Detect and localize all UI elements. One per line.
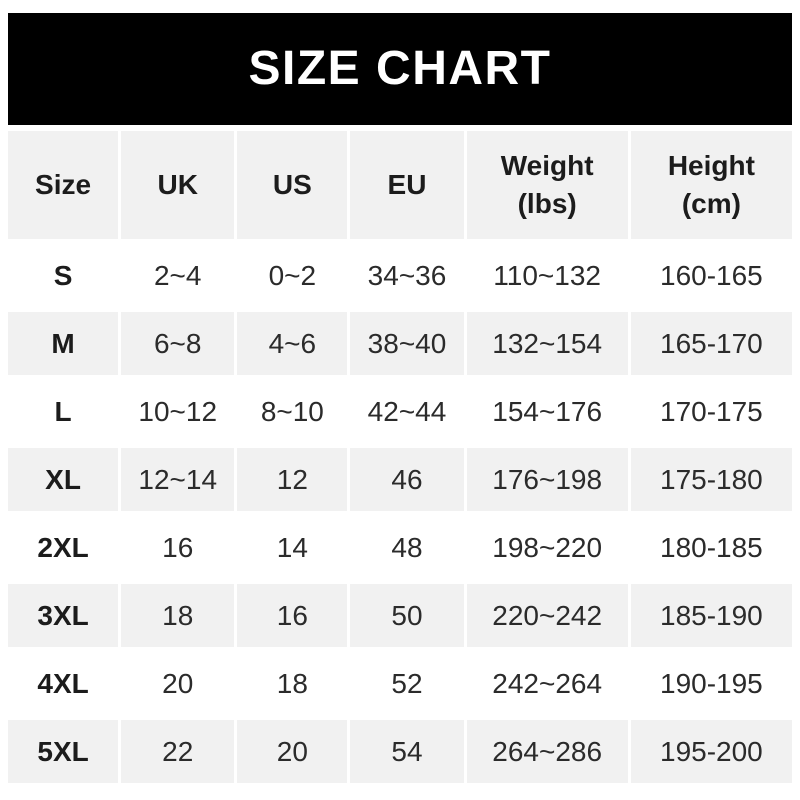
cell-height: 185-190	[630, 584, 792, 647]
cell-size: M	[8, 312, 119, 375]
cell-height: 170-175	[630, 380, 792, 443]
cell-weight: 242~264	[466, 652, 628, 715]
table-row: 4XL 20 18 52 242~264 190-195	[8, 652, 792, 715]
cell-size: 4XL	[8, 652, 119, 715]
cell-us: 4~6	[237, 312, 348, 375]
table-row: XL 12~14 12 46 176~198 175-180	[8, 448, 792, 511]
column-header-unit: (lbs)	[517, 188, 577, 219]
cell-uk: 10~12	[121, 380, 235, 443]
cell-weight: 132~154	[466, 312, 628, 375]
cell-us: 20	[237, 720, 348, 783]
column-header-label: UK	[157, 169, 198, 201]
cell-eu: 46	[350, 448, 464, 511]
table-row: 3XL 18 16 50 220~242 185-190	[8, 584, 792, 647]
cell-uk: 22	[121, 720, 235, 783]
cell-us: 18	[237, 652, 348, 715]
cell-size: XL	[8, 448, 119, 511]
column-header-eu: EU	[350, 131, 464, 239]
size-table-header: Size UK US EU Weight (lbs)	[8, 131, 792, 239]
cell-eu: 52	[350, 652, 464, 715]
table-row: L 10~12 8~10 42~44 154~176 170-175	[8, 380, 792, 443]
cell-uk: 12~14	[121, 448, 235, 511]
size-table-body: S 2~4 0~2 34~36 110~132 160-165 M 6~8 4~6 38~40 13…	[8, 244, 792, 783]
size-table: Size UK US EU Weight (lbs)	[5, 126, 795, 788]
column-header-label: US	[272, 169, 312, 201]
cell-height: 160-165	[630, 244, 792, 307]
cell-height: 190-195	[630, 652, 792, 715]
table-row: 2XL 16 14 48 198~220 180-185	[8, 516, 792, 579]
cell-eu: 54	[350, 720, 464, 783]
cell-eu: 38~40	[350, 312, 464, 375]
cell-height: 175-180	[630, 448, 792, 511]
column-header-unit: (cm)	[681, 188, 741, 219]
cell-size: S	[8, 244, 119, 307]
cell-us: 14	[237, 516, 348, 579]
title-banner: SIZE CHART	[8, 13, 792, 125]
column-header-label: Size	[35, 169, 92, 201]
column-header-us: US	[237, 131, 348, 239]
page-title: SIZE CHART	[248, 42, 552, 95]
cell-size: 2XL	[8, 516, 119, 579]
column-header-label: Weight	[500, 150, 594, 182]
cell-us: 12	[237, 448, 348, 511]
column-header-weight: Weight (lbs)	[466, 131, 628, 239]
cell-uk: 20	[121, 652, 235, 715]
cell-weight: 220~242	[466, 584, 628, 647]
cell-eu: 34~36	[350, 244, 464, 307]
cell-eu: 50	[350, 584, 464, 647]
cell-eu: 42~44	[350, 380, 464, 443]
cell-weight: 110~132	[466, 244, 628, 307]
cell-height: 165-170	[630, 312, 792, 375]
cell-uk: 6~8	[121, 312, 235, 375]
column-header-uk: UK	[121, 131, 235, 239]
table-row: 5XL 22 20 54 264~286 195-200	[8, 720, 792, 783]
cell-size: 3XL	[8, 584, 119, 647]
cell-weight: 264~286	[466, 720, 628, 783]
cell-weight: 198~220	[466, 516, 628, 579]
column-header-label: Height	[667, 150, 755, 182]
cell-us: 16	[237, 584, 348, 647]
table-row: S 2~4 0~2 34~36 110~132 160-165	[8, 244, 792, 307]
column-header-size: Size	[8, 131, 119, 239]
cell-eu: 48	[350, 516, 464, 579]
cell-uk: 16	[121, 516, 235, 579]
column-header-label: EU	[387, 169, 427, 201]
cell-height: 180-185	[630, 516, 792, 579]
cell-size: L	[8, 380, 119, 443]
table-row: M 6~8 4~6 38~40 132~154 165-170	[8, 312, 792, 375]
cell-weight: 154~176	[466, 380, 628, 443]
column-header-height: Height (cm)	[630, 131, 792, 239]
cell-weight: 176~198	[466, 448, 628, 511]
cell-size: 5XL	[8, 720, 119, 783]
cell-us: 0~2	[237, 244, 348, 307]
cell-uk: 18	[121, 584, 235, 647]
cell-uk: 2~4	[121, 244, 235, 307]
cell-us: 8~10	[237, 380, 348, 443]
cell-height: 195-200	[630, 720, 792, 783]
header-row: Size UK US EU Weight (lbs)	[8, 131, 792, 239]
